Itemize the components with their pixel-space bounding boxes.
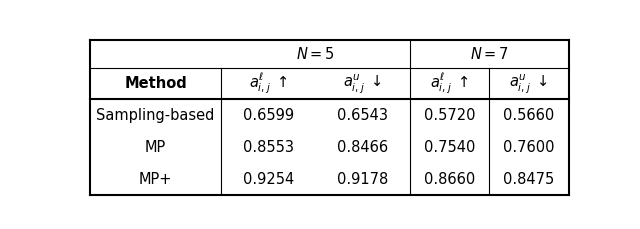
Text: $a^{u}_{i,j}$ $\downarrow$: $a^{u}_{i,j}$ $\downarrow$: [343, 72, 382, 95]
Text: $N = 5$: $N = 5$: [296, 46, 335, 62]
Text: 0.8553: 0.8553: [243, 139, 294, 155]
Text: 0.6599: 0.6599: [243, 108, 294, 123]
Text: Sampling-based: Sampling-based: [97, 108, 215, 123]
Text: MP: MP: [145, 139, 166, 155]
Text: 0.7540: 0.7540: [424, 139, 476, 155]
Text: 0.8475: 0.8475: [503, 172, 554, 186]
Text: $a^{\ell}_{i,j}$ $\uparrow$: $a^{\ell}_{i,j}$ $\uparrow$: [249, 71, 288, 96]
Text: $a^{u}_{i,j}$ $\downarrow$: $a^{u}_{i,j}$ $\downarrow$: [509, 72, 548, 95]
Text: 0.6543: 0.6543: [337, 108, 388, 123]
Text: $N = 7$: $N = 7$: [470, 46, 509, 62]
Text: $a^{\ell}_{i,j}$ $\uparrow$: $a^{\ell}_{i,j}$ $\uparrow$: [430, 71, 469, 96]
Text: 0.8466: 0.8466: [337, 139, 388, 155]
Text: 0.5720: 0.5720: [424, 108, 476, 123]
Text: 0.5660: 0.5660: [503, 108, 554, 123]
Text: 0.9254: 0.9254: [243, 172, 294, 186]
Text: MP+: MP+: [139, 172, 172, 186]
Text: Method: Method: [124, 76, 187, 91]
Text: 0.7600: 0.7600: [503, 139, 555, 155]
Text: 0.8660: 0.8660: [424, 172, 475, 186]
Text: 0.9178: 0.9178: [337, 172, 388, 186]
